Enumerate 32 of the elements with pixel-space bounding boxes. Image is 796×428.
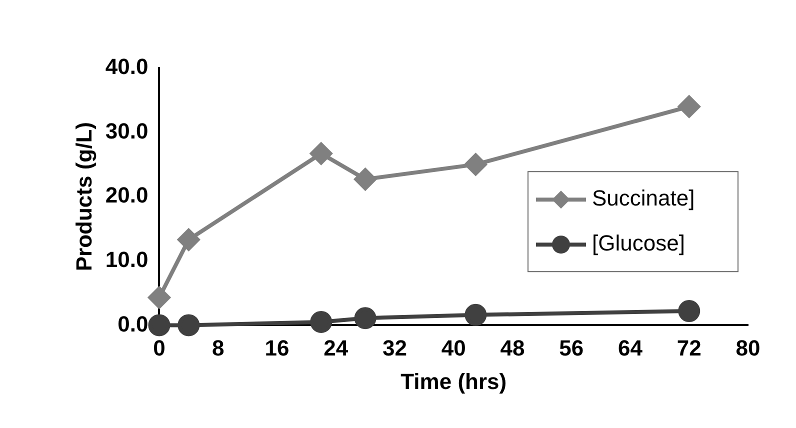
point <box>310 142 332 165</box>
x-tick-label: 8 <box>212 335 224 360</box>
point <box>354 307 376 330</box>
point <box>148 286 170 309</box>
x-tick-label: 56 <box>559 335 584 360</box>
x-tick-label: 24 <box>324 335 349 360</box>
point <box>464 304 487 326</box>
point <box>178 314 200 336</box>
x-tick-label: 32 <box>382 335 407 360</box>
point <box>354 168 376 190</box>
point <box>148 314 170 336</box>
x-tick-label: 48 <box>500 335 525 360</box>
x-tick-label: 40 <box>441 335 466 360</box>
y-tick-label: 40.0 <box>105 54 148 80</box>
x-tick-label: 64 <box>618 335 644 360</box>
point <box>678 96 700 118</box>
x-tick-label: 80 <box>736 335 760 360</box>
x-tick-label: 0 <box>153 335 166 360</box>
legend-label: [Glucose] <box>592 230 685 256</box>
y-axis-title: Products (g/L) <box>71 122 96 272</box>
y-tick-label: 30.0 <box>105 118 148 144</box>
x-tick-label: 72 <box>676 335 702 360</box>
point <box>310 310 332 333</box>
point <box>464 153 487 176</box>
y-tick-label: 10.0 <box>105 246 148 272</box>
y-tick-label: 0.0 <box>118 311 148 336</box>
x-tick-label: 16 <box>264 335 290 360</box>
legend-label: Succinate] <box>592 186 695 211</box>
point <box>178 228 200 251</box>
point <box>678 300 700 322</box>
x-axis-title: Time (hrs) <box>400 368 507 394</box>
y-tick-label: 20.0 <box>105 182 148 208</box>
